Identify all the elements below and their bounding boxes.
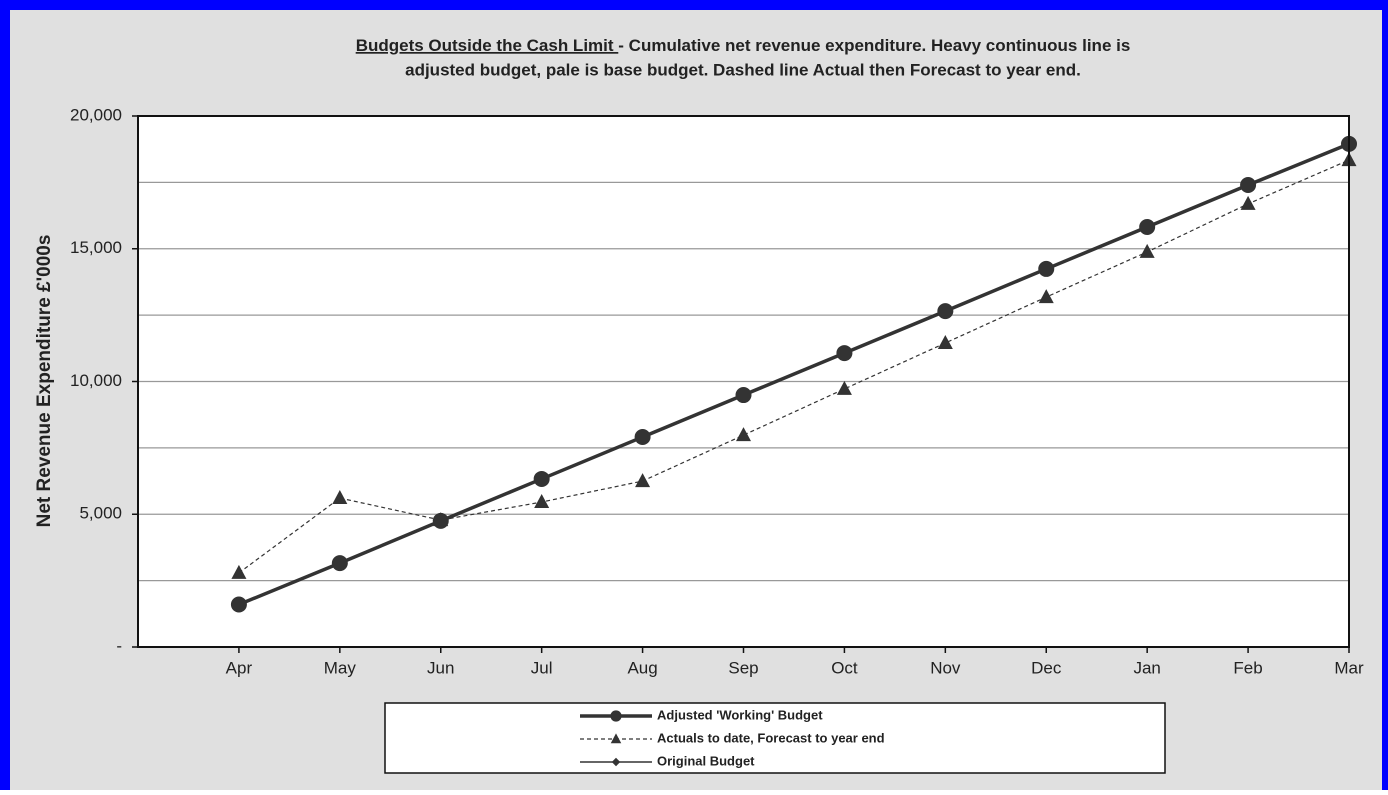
marker — [1240, 177, 1257, 194]
marker — [331, 555, 348, 572]
marker — [634, 428, 651, 445]
x-tick-label: Apr — [226, 658, 253, 677]
x-tick-label: Jan — [1133, 658, 1160, 677]
marker — [1139, 243, 1155, 258]
x-tick-label: Jul — [531, 658, 553, 677]
x-tick-label: Nov — [930, 658, 961, 677]
legend-entries: Adjusted 'Working' Budget Actuals to date… — [580, 707, 885, 768]
marker — [836, 380, 852, 395]
title-line: adjusted budget, pale is base budget. Da… — [405, 60, 1081, 79]
marker — [611, 757, 621, 767]
y-tick-label: 20,000 — [70, 105, 122, 124]
marker — [1240, 195, 1256, 210]
marker — [735, 387, 752, 404]
marker — [1038, 289, 1054, 304]
y-tick-label: 5,000 — [79, 504, 122, 523]
marker — [610, 710, 622, 722]
chart-title: Budgets Outside the Cash Limit - Cumulat… — [356, 36, 1131, 55]
x-tick-label: Dec — [1031, 658, 1062, 677]
marker — [534, 494, 550, 509]
marker — [610, 733, 622, 744]
x-tick-label: Feb — [1233, 658, 1262, 677]
legend — [384, 702, 1166, 774]
legend-label: Actuals to date, Forecast to year end — [657, 730, 885, 745]
marker — [231, 564, 247, 579]
y-tick-label: 15,000 — [70, 238, 122, 257]
y-tick-label: 10,000 — [70, 371, 122, 390]
marker — [533, 470, 550, 487]
x-tick-label: May — [324, 658, 357, 677]
y-tick-label: - — [116, 636, 122, 655]
marker — [1139, 218, 1156, 235]
title-underlined: Budgets Outside the Cash Limit — [356, 36, 619, 55]
marker — [230, 596, 247, 613]
marker — [937, 303, 954, 320]
marker — [332, 490, 348, 505]
x-tick-label: Jun — [427, 658, 454, 677]
marks — [230, 135, 1357, 613]
x-tick-label: Oct — [831, 658, 858, 677]
x-tick-label: Sep — [728, 658, 758, 677]
y-axis-label: Net Revenue Expenditure £'000s — [34, 235, 55, 528]
marker — [635, 473, 651, 488]
legend-label: Adjusted 'Working' Budget — [657, 707, 823, 722]
marker — [736, 427, 751, 442]
marker — [836, 345, 853, 362]
x-tick-label: Aug — [627, 658, 657, 677]
title-line: - Cumulative net revenue expenditure. He… — [618, 36, 1130, 55]
marker — [432, 512, 449, 529]
legend-label: Original Budget — [657, 753, 755, 768]
marker — [937, 335, 953, 350]
marker — [1038, 260, 1055, 277]
x-tick-label: Mar — [1334, 658, 1364, 677]
series-line — [238, 142, 1350, 607]
series-line — [238, 159, 1350, 574]
